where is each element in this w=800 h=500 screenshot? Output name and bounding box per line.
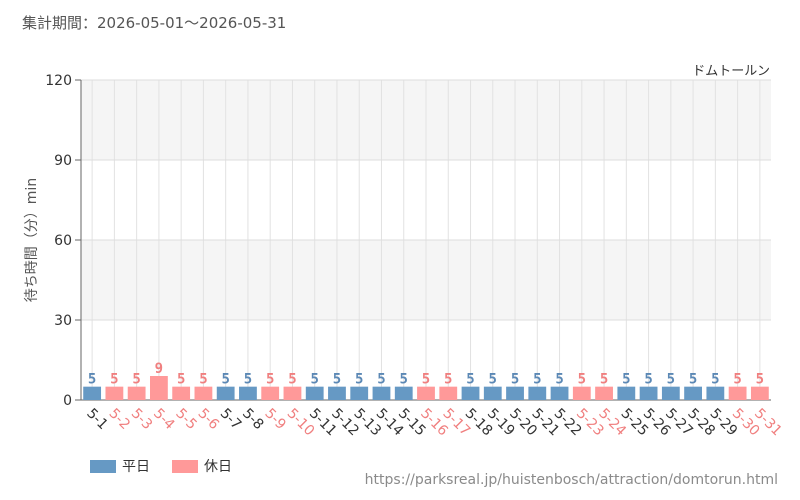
bar (728, 386, 747, 400)
x-tick-label: 5-4 (150, 406, 178, 434)
bar-value-label: 5 (310, 372, 318, 388)
bar-value-label: 9 (155, 361, 163, 377)
bar (461, 386, 480, 400)
bar-value-label: 5 (132, 372, 140, 388)
bar-value-label: 5 (199, 372, 207, 388)
bar (706, 386, 725, 400)
period-label: 集計期間：2026-05-01～2026-05-31 (22, 14, 287, 32)
bar-value-label: 5 (288, 372, 296, 388)
bar (216, 386, 235, 400)
bar (439, 386, 458, 400)
bar (283, 386, 302, 400)
source-url: https://parksreal.jp/huistenbosch/attrac… (364, 472, 778, 488)
bar (661, 386, 680, 400)
bar-value-label: 5 (400, 372, 408, 388)
bar (328, 386, 346, 400)
bar (350, 386, 369, 400)
bar (506, 386, 524, 400)
attraction-name: ドムトールン (692, 64, 770, 79)
y-axis-label: 待ち時間（分）min (24, 178, 40, 302)
bar-value-label: 5 (756, 372, 764, 388)
bar-value-label: 5 (555, 372, 563, 388)
bar (750, 386, 769, 400)
bar (595, 386, 613, 400)
bar-value-label: 5 (533, 372, 541, 388)
bar (172, 386, 191, 400)
bar (572, 386, 591, 400)
bar (261, 386, 280, 400)
x-tick-label: 5-2 (106, 406, 133, 433)
bar-value-label: 5 (377, 372, 385, 388)
bar (105, 386, 124, 400)
x-tick-label: 5-6 (195, 406, 223, 434)
bar (305, 386, 324, 400)
x-tick-label: 5-7 (217, 406, 244, 433)
bar-value-label: 5 (644, 372, 652, 388)
bar-value-label: 5 (689, 372, 697, 388)
bar-value-label: 5 (333, 372, 341, 388)
y-tick-label: 60 (54, 233, 72, 249)
bar-value-label: 5 (266, 372, 274, 388)
bar-value-label: 5 (466, 372, 474, 388)
bar (83, 386, 102, 400)
bar (127, 386, 146, 400)
bar-value-label: 5 (444, 372, 452, 388)
x-tick-label: 5-9 (261, 406, 288, 433)
legend-weekday-swatch (90, 459, 116, 473)
bar-value-label: 5 (667, 372, 675, 388)
bar-value-label: 5 (489, 372, 497, 388)
legend-holiday: 休日 (172, 456, 232, 476)
bar (528, 386, 547, 400)
bar (483, 386, 502, 400)
bar-value-label: 5 (733, 372, 741, 388)
bar-value-label: 5 (711, 372, 719, 388)
bar-value-label: 5 (622, 372, 630, 388)
bar (150, 376, 168, 400)
bar-value-label: 5 (355, 372, 363, 388)
legend-weekday: 平日 (90, 456, 150, 476)
x-tick-label: 5-1 (83, 406, 110, 433)
bar-value-label: 5 (177, 372, 185, 388)
x-tick-label: 5-5 (172, 406, 199, 433)
bar (372, 386, 391, 400)
bar (417, 386, 435, 400)
x-tick-label: 5-8 (239, 406, 266, 433)
bar-value-label: 5 (511, 372, 519, 388)
x-tick-label: 5-3 (128, 406, 155, 433)
bar-value-label: 5 (244, 372, 252, 388)
legend-weekday-label: 平日 (122, 459, 150, 475)
bar (394, 386, 413, 400)
legend: 平日 休日 (90, 456, 232, 476)
bar-value-label: 5 (88, 372, 96, 388)
bar-value-label: 5 (221, 372, 229, 388)
y-tick-label: 0 (63, 393, 72, 409)
bar-value-label: 5 (110, 372, 118, 388)
bar (194, 386, 213, 400)
bar-value-label: 5 (578, 372, 586, 388)
bar (550, 386, 569, 400)
bar-value-label: 5 (422, 372, 430, 388)
y-tick-label: 120 (45, 73, 72, 89)
bar (684, 386, 702, 400)
bar (639, 386, 658, 400)
bar-value-label: 5 (600, 372, 608, 388)
legend-holiday-swatch (172, 459, 198, 473)
legend-holiday-label: 休日 (204, 459, 232, 475)
bar (617, 386, 636, 400)
y-tick-label: 30 (54, 313, 72, 329)
y-tick-label: 90 (54, 153, 72, 169)
bar (239, 386, 257, 400)
